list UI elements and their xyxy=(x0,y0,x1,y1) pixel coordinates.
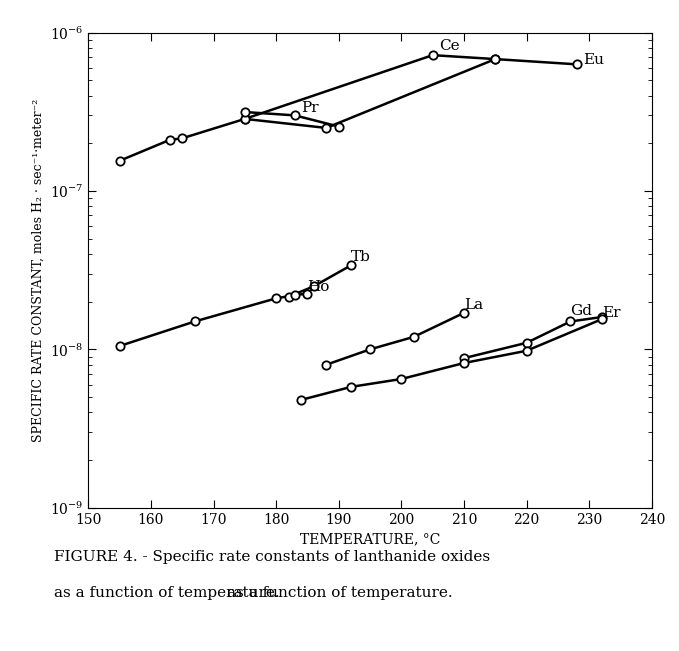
Text: Ho: Ho xyxy=(308,279,330,294)
X-axis label: TEMPERATURE, °C: TEMPERATURE, °C xyxy=(300,533,440,546)
Text: Gd: Gd xyxy=(570,304,593,318)
Text: Pr: Pr xyxy=(301,101,319,115)
Text: as a function of temperature.: as a function of temperature. xyxy=(227,586,452,600)
Text: Ce: Ce xyxy=(439,38,460,53)
Text: Tb: Tb xyxy=(351,250,371,264)
Text: as a function of temperature.: as a function of temperature. xyxy=(54,586,280,600)
Text: Eu: Eu xyxy=(583,53,604,67)
Text: Er: Er xyxy=(602,306,620,320)
Y-axis label: SPECIFIC RATE CONSTANT, moles H₂ · sec⁻¹·meter⁻²: SPECIFIC RATE CONSTANT, moles H₂ · sec⁻¹… xyxy=(31,98,44,442)
Text: La: La xyxy=(464,298,483,312)
Text: FIGURE 4. - Specific rate constants of lanthanide oxides: FIGURE 4. - Specific rate constants of l… xyxy=(54,550,490,564)
